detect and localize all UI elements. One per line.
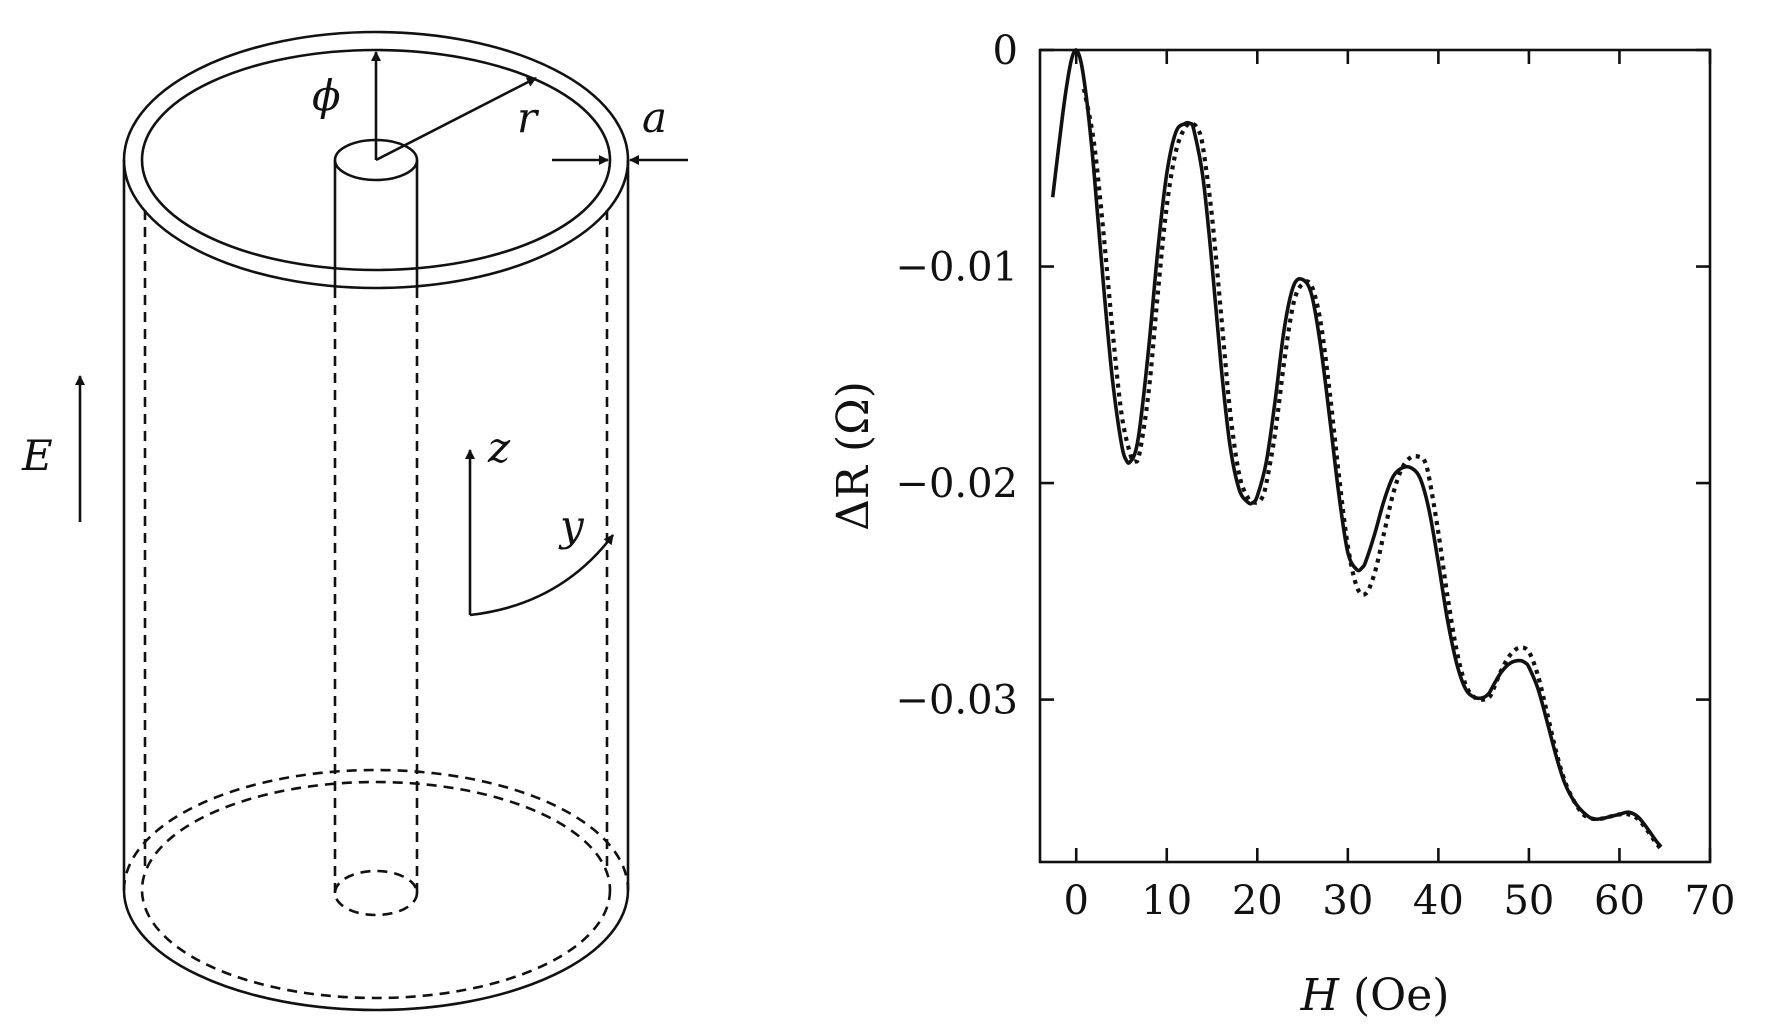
x-tick-label: 30 xyxy=(1322,878,1373,924)
r-arrow xyxy=(375,76,537,162)
series-line-solid xyxy=(1050,48,1663,849)
series-lines xyxy=(1050,48,1665,853)
a-label: a xyxy=(642,93,667,142)
y-axis-unit: (Ω) xyxy=(828,381,879,452)
y-axis-var: ΔR xyxy=(828,464,879,531)
x-tick-label: 10 xyxy=(1141,878,1192,924)
y-tick-label: −0.03 xyxy=(895,678,1018,724)
y-tick-label: −0.02 xyxy=(895,461,1018,507)
y-tick-label: 0 xyxy=(993,28,1018,74)
x-axis-unit: (Oe) xyxy=(1353,970,1449,1021)
y-label: y xyxy=(558,501,585,550)
plot-frame xyxy=(1038,48,1712,864)
r-label: r xyxy=(517,93,540,142)
x-tick-label: 70 xyxy=(1685,878,1736,924)
chart: 0 10 20 30 40 50 60 70 0 −0.01 −0.02 −0.03 H (Oe) ΔR… xyxy=(828,28,1735,1021)
y-axis-title: ΔR (Ω) xyxy=(828,381,879,531)
cylinder-diagram xyxy=(75,30,688,1012)
x-axis-var: H xyxy=(1300,970,1341,1021)
x-tick-label: 60 xyxy=(1594,878,1645,924)
x-tick-label: 40 xyxy=(1413,878,1464,924)
phi-label: ϕ xyxy=(312,71,341,120)
diagram-labels: ϕ r a E z y xyxy=(21,71,667,550)
y-tick-label: −0.01 xyxy=(895,245,1018,291)
x-tick-label: 50 xyxy=(1503,878,1554,924)
top-inner-rim xyxy=(140,48,612,272)
x-tick-label: 20 xyxy=(1232,878,1283,924)
rod-bottom-hidden xyxy=(333,869,419,917)
bottom-outer-front xyxy=(122,889,630,1012)
x-tick-label: 0 xyxy=(1063,878,1088,924)
e-label: E xyxy=(21,431,53,480)
top-outer-rim xyxy=(122,30,630,290)
z-label: z xyxy=(487,423,511,472)
y-axis-arrow xyxy=(469,534,615,617)
series-line-dotted xyxy=(1081,86,1665,853)
bottom-inner-rim-hidden xyxy=(140,780,612,1000)
x-axis-title: H (Oe) xyxy=(1300,970,1450,1021)
bottom-outer-back xyxy=(122,768,630,891)
tick-marks xyxy=(1040,48,1712,862)
tick-labels: 0 10 20 30 40 50 60 70 0 −0.01 −0.02 −0.03 xyxy=(895,28,1735,924)
